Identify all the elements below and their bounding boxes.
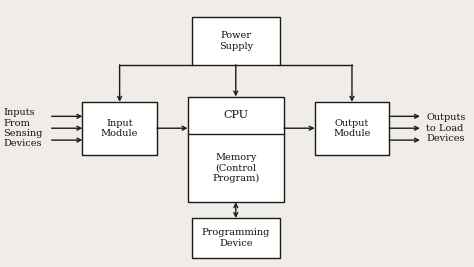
Text: Input
Module: Input Module (101, 119, 138, 138)
Bar (315, 102, 389, 155)
Bar (82, 102, 157, 155)
Text: Power
Supply: Power Supply (219, 31, 253, 51)
Text: Outputs
to Load
Devices: Outputs to Load Devices (427, 113, 466, 143)
Bar (192, 218, 280, 258)
Text: Output
Module: Output Module (333, 119, 371, 138)
Text: Inputs
From
Sensing
Devices: Inputs From Sensing Devices (3, 108, 43, 148)
Text: CPU: CPU (223, 110, 248, 120)
Bar (188, 96, 284, 202)
Bar (192, 17, 280, 65)
Text: Memory
(Control
Program): Memory (Control Program) (212, 153, 259, 183)
Text: Programming
Device: Programming Device (201, 228, 270, 248)
